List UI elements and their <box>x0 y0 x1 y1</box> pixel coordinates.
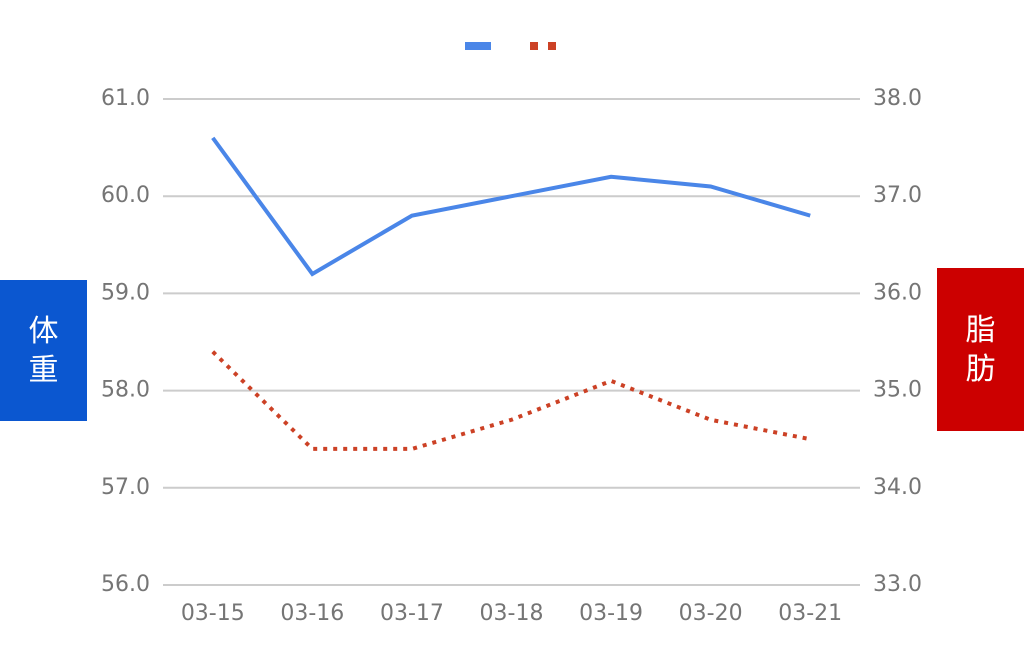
y2-tick-label: 36.0 <box>873 280 922 305</box>
y-axis-label-box: 体重 <box>0 280 87 421</box>
y2-tick-label: 37.0 <box>873 183 922 208</box>
x-tick-label: 03-16 <box>280 601 344 626</box>
y2-tick-label: 38.0 <box>873 86 922 111</box>
y2-tick-label: 33.0 <box>873 572 922 597</box>
y-tick-label: 59.0 <box>101 280 150 305</box>
x-tick-label: 03-15 <box>181 601 245 626</box>
x-tick-label: 03-20 <box>679 601 743 626</box>
x-tick-label: 03-21 <box>778 601 842 626</box>
y2-axis-label-box: 脂肪 <box>937 268 1024 431</box>
y-tick-label: 56.0 <box>101 572 150 597</box>
x-tick-label: 03-18 <box>480 601 544 626</box>
series-line <box>211 350 811 451</box>
x-tick-label: 03-17 <box>380 601 444 626</box>
x-tick-label: 03-19 <box>579 601 643 626</box>
y-tick-label: 61.0 <box>101 86 150 111</box>
y-tick-label: 57.0 <box>101 475 150 500</box>
series-line <box>211 136 811 277</box>
y-axis-label: 体重 <box>28 313 59 388</box>
y2-tick-label: 34.0 <box>873 475 922 500</box>
y2-axis-label: 脂肪 <box>965 312 996 387</box>
y-tick-label: 58.0 <box>101 378 150 403</box>
y-tick-label: 60.0 <box>101 183 150 208</box>
y2-tick-label: 35.0 <box>873 378 922 403</box>
